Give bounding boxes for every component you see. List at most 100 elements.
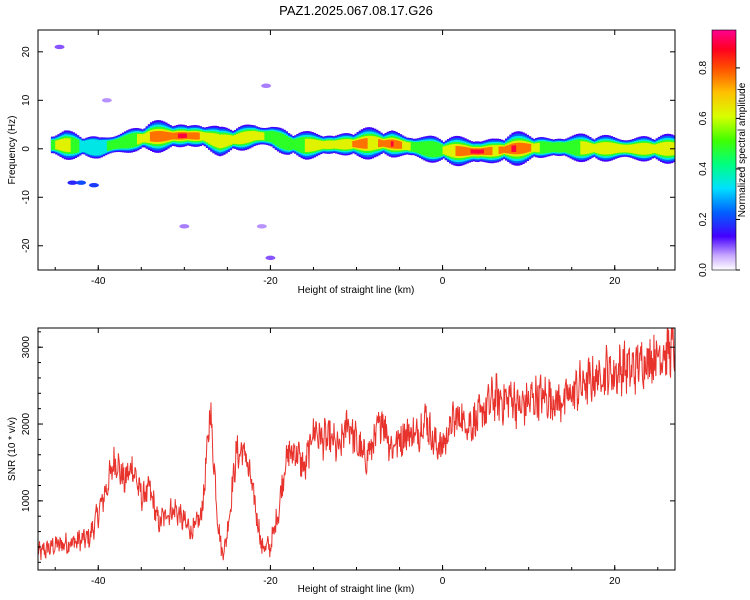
heatmap-cell (485, 147, 489, 156)
heatmap-cell (322, 141, 325, 149)
heatmap-cell (541, 141, 545, 154)
x-tick-label: -40 (91, 276, 106, 287)
heatmap-cell (180, 133, 183, 139)
heatmap-cell (470, 149, 474, 154)
heatmap-y-axis-label: Frequency (Hz) (7, 116, 18, 185)
heatmap-cell (158, 131, 162, 142)
heatmap-speckle (76, 180, 87, 185)
heatmap-cell (233, 134, 237, 144)
heatmap-cell (317, 140, 321, 150)
heatmap-cell (451, 144, 454, 158)
heatmap-cell (528, 143, 532, 152)
heatmap-cell (597, 142, 601, 154)
heatmap-cell (425, 141, 428, 157)
heatmap-cell (554, 142, 558, 153)
heatmap-cell (565, 142, 568, 153)
heatmap-speckle (88, 182, 99, 188)
colorbar-tick-label: 0.0 (698, 263, 709, 277)
heatmap-cell (119, 137, 123, 149)
heatmap-cell (427, 141, 431, 157)
heatmap-cell (229, 135, 233, 145)
heatmap-cell (627, 144, 631, 153)
heatmap-cell (332, 140, 336, 149)
heatmap-cell (403, 141, 407, 150)
snr-x-axis-label: Height of straight line (km) (298, 584, 415, 595)
heatmap-speckle (179, 224, 190, 229)
heatmap-cell (117, 138, 121, 149)
heatmap-cell (81, 140, 84, 153)
heatmap-cell (539, 141, 542, 154)
heatmap-cell (100, 140, 103, 155)
heatmap-speckle (256, 224, 267, 229)
heatmap-marks (50, 44, 675, 261)
heatmap-cell (593, 144, 596, 153)
heatmap-cell (487, 147, 491, 156)
heatmap-cell (410, 141, 413, 152)
heatmap-cell (302, 136, 306, 154)
heatmap-cell (545, 141, 549, 153)
heatmap-cell (414, 142, 418, 153)
heatmap-cell (532, 143, 536, 152)
heatmap-cell (257, 131, 261, 141)
heatmap-cell (268, 131, 271, 143)
heatmap-cell (76, 139, 80, 153)
heatmap-cell (218, 134, 222, 149)
heatmap-cell (199, 131, 202, 141)
heatmap-cell (657, 143, 661, 155)
heatmap-cell (479, 149, 482, 154)
heatmap-cell (455, 145, 459, 156)
heatmap-cell (588, 142, 592, 154)
heatmap-cell (96, 139, 99, 156)
heatmap-cell (104, 139, 108, 153)
x-tick-label: 0 (440, 576, 446, 587)
heatmap-cell (492, 145, 495, 157)
heatmap-cell (530, 143, 534, 153)
heatmap-cell (603, 142, 607, 155)
colorbar-tick-label: 0.4 (698, 162, 709, 176)
heatmap-cell (188, 132, 192, 140)
heatmap-cell (300, 137, 304, 153)
heatmap-cell (343, 139, 347, 150)
heatmap-cell (638, 143, 641, 155)
heatmap-cell (466, 147, 469, 156)
heatmap-cell (164, 131, 168, 141)
colorbar-ticks: 0.0 0.2 0.4 0.6 0.8 (698, 61, 740, 277)
heatmap-cell (177, 133, 181, 139)
heatmap-cell (483, 147, 487, 155)
heatmap-cell (378, 139, 381, 148)
heatmap-cell (384, 140, 388, 148)
heatmap-x-axis-label: Height of straight line (km) (298, 285, 415, 296)
heatmap-cell (171, 132, 174, 140)
heatmap-cell (567, 141, 570, 154)
heatmap-cell (619, 144, 622, 153)
heatmap-cell (599, 142, 603, 155)
heatmap-cell (569, 140, 573, 155)
heatmap-cell (182, 133, 185, 138)
heatmap-cell (429, 141, 433, 158)
x-tick-label: -40 (91, 576, 106, 587)
heatmap-cell (298, 137, 301, 153)
heatmap-cell (636, 143, 639, 155)
heatmap-cell (390, 141, 394, 147)
heatmap-cell (130, 133, 134, 148)
heatmap-cell (408, 142, 411, 151)
heatmap-cell (625, 144, 629, 153)
heatmap-cell (507, 145, 510, 154)
heatmap-cell (614, 143, 618, 154)
colorbar-tick-label: 0.2 (698, 212, 709, 226)
heatmap-cell (248, 131, 252, 143)
heatmap-cell (543, 141, 547, 154)
heatmap-cell (440, 144, 443, 156)
heatmap-cell (421, 141, 424, 155)
heatmap-cell (141, 134, 144, 143)
heatmap-cell (223, 134, 226, 148)
heatmap-cell (184, 133, 187, 138)
heatmap-cell (57, 139, 60, 150)
heatmap-cell (375, 136, 379, 150)
heatmap-cell (436, 142, 439, 157)
heatmap-cell (208, 132, 211, 144)
heatmap-cell (634, 143, 637, 154)
heatmap-cell (235, 134, 239, 145)
heatmap-cell (132, 132, 136, 148)
